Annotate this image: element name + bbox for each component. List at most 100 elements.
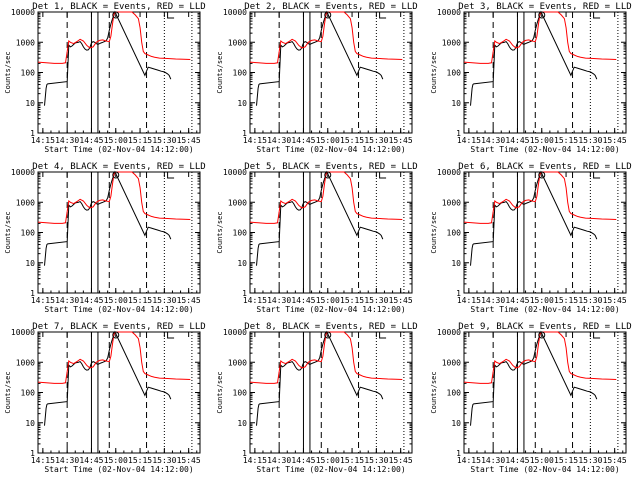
y-tick-label: 10000 xyxy=(11,328,35,337)
x-tick-label: 15:45 xyxy=(389,296,413,305)
y-tick-label: 1000 xyxy=(16,198,35,207)
y-tick-label: 10 xyxy=(451,419,461,428)
panel-title: Det 6, BLACK = Events, RED = LLD xyxy=(458,162,631,172)
series-events-line xyxy=(256,330,384,426)
y-tick-label: 1000 xyxy=(228,358,247,367)
x-tick-label: 14:45 xyxy=(291,456,315,465)
x-tick-label: 14:30 xyxy=(481,456,505,465)
y-tick-label: 1 xyxy=(242,449,247,458)
y-tick-label: 10 xyxy=(25,99,35,108)
x-tick-label: 14:15 xyxy=(457,456,481,465)
y-tick-label: 1000 xyxy=(442,38,461,47)
series-events-line xyxy=(470,170,598,266)
x-tick-label: 15:15 xyxy=(340,136,364,145)
x-tick-label: 15:45 xyxy=(177,296,201,305)
y-tick-label: 10000 xyxy=(11,8,35,17)
panel-det-3: Det 3, BLACK = Events, RED = LLD 1 10 100 10… xyxy=(430,2,632,154)
y-tick-label: 10000 xyxy=(223,328,247,337)
x-tick-label: 15:30 xyxy=(364,296,388,305)
x-tick-label: 15:30 xyxy=(578,456,602,465)
x-tick-label: 14:15 xyxy=(31,296,55,305)
plot-frame xyxy=(37,171,201,294)
y-tick-label: 10000 xyxy=(11,168,35,177)
x-tick-label: 15:00 xyxy=(104,456,128,465)
series-events-line xyxy=(44,330,172,426)
x-tick-label: 15:00 xyxy=(316,456,340,465)
y-tick-label: 1 xyxy=(456,289,461,298)
x-tick-label: 14:30 xyxy=(267,296,291,305)
x-tick-label: 14:30 xyxy=(55,456,79,465)
x-tick-label: 14:45 xyxy=(79,456,103,465)
y-tick-label: 1 xyxy=(30,289,35,298)
panel-det-6: Det 6, BLACK = Events, RED = LLD 1 10 100 10… xyxy=(430,162,632,314)
x-tick-label: 15:45 xyxy=(389,456,413,465)
y-tick-label: 10 xyxy=(237,419,247,428)
y-tick-label: 10 xyxy=(25,259,35,268)
x-axis-label: Start Time (02-Nov-04 14:12:00) xyxy=(256,145,405,154)
marker-bracket xyxy=(379,332,387,339)
marker-bracket xyxy=(167,12,175,19)
plot-frame xyxy=(249,331,413,454)
x-tick-label: 15:30 xyxy=(578,136,602,145)
x-tick-label: 14:30 xyxy=(55,296,79,305)
series-events-line xyxy=(256,10,384,106)
x-tick-label: 15:00 xyxy=(530,136,554,145)
plot-frame xyxy=(463,331,627,454)
x-tick-label: 15:30 xyxy=(578,296,602,305)
plot-frame xyxy=(463,171,627,294)
x-tick-label: 15:45 xyxy=(177,136,201,145)
marker-bracket xyxy=(379,172,387,179)
marker-circle xyxy=(324,11,332,19)
y-tick-label: 1000 xyxy=(442,358,461,367)
panel-det-7: Det 7, BLACK = Events, RED = LLD 1 10 100 10… xyxy=(4,322,206,474)
y-tick-label: 100 xyxy=(233,229,248,238)
series-lld-line xyxy=(249,331,403,384)
y-tick-label: 10000 xyxy=(437,8,461,17)
x-tick-label: 14:30 xyxy=(481,136,505,145)
series-lld-line xyxy=(463,11,617,64)
series-lld-line xyxy=(249,171,403,224)
y-tick-label: 1000 xyxy=(16,38,35,47)
x-axis-label: Start Time (02-Nov-04 14:12:00) xyxy=(470,145,619,154)
y-tick-label: 1 xyxy=(30,449,35,458)
y-tick-label: 10000 xyxy=(437,328,461,337)
x-tick-label: 14:15 xyxy=(31,456,55,465)
panel-det-2: Det 2, BLACK = Events, RED = LLD 1 10 100 10… xyxy=(216,2,418,154)
marker-circle xyxy=(112,171,120,179)
x-tick-label: 14:45 xyxy=(505,456,529,465)
panel-title: Det 1, BLACK = Events, RED = LLD xyxy=(32,2,205,12)
plot-frame xyxy=(37,331,201,454)
x-tick-label: 14:45 xyxy=(79,296,103,305)
marker-circle xyxy=(324,171,332,179)
panel-title: Det 2, BLACK = Events, RED = LLD xyxy=(244,2,417,12)
y-tick-label: 1000 xyxy=(442,198,461,207)
x-tick-label: 14:30 xyxy=(55,136,79,145)
x-tick-label: 15:00 xyxy=(316,136,340,145)
x-tick-label: 15:30 xyxy=(364,136,388,145)
y-tick-label: 100 xyxy=(447,229,462,238)
y-tick-label: 10000 xyxy=(223,8,247,17)
panel-title: Det 7, BLACK = Events, RED = LLD xyxy=(32,322,205,332)
y-axis-label: Counts/sec xyxy=(4,371,12,413)
y-tick-label: 1 xyxy=(242,129,247,138)
series-events-line xyxy=(44,10,172,106)
series-events-line xyxy=(44,170,172,266)
x-tick-label: 15:45 xyxy=(389,136,413,145)
x-axis-label: Start Time (02-Nov-04 14:12:00) xyxy=(256,465,405,474)
y-tick-label: 1 xyxy=(456,449,461,458)
panel-title: Det 4, BLACK = Events, RED = LLD xyxy=(32,162,205,172)
series-lld-line xyxy=(463,171,617,224)
y-tick-label: 10000 xyxy=(223,168,247,177)
series-events-line xyxy=(470,10,598,106)
y-tick-label: 100 xyxy=(21,229,36,238)
x-tick-label: 14:15 xyxy=(457,296,481,305)
x-tick-label: 15:45 xyxy=(603,456,627,465)
y-axis-label: Counts/sec xyxy=(216,371,224,413)
x-tick-label: 15:30 xyxy=(152,456,176,465)
x-tick-label: 15:00 xyxy=(104,136,128,145)
y-tick-label: 1 xyxy=(456,129,461,138)
marker-bracket xyxy=(379,12,387,19)
x-tick-label: 15:15 xyxy=(340,456,364,465)
x-tick-label: 14:30 xyxy=(481,296,505,305)
x-tick-label: 15:00 xyxy=(530,296,554,305)
